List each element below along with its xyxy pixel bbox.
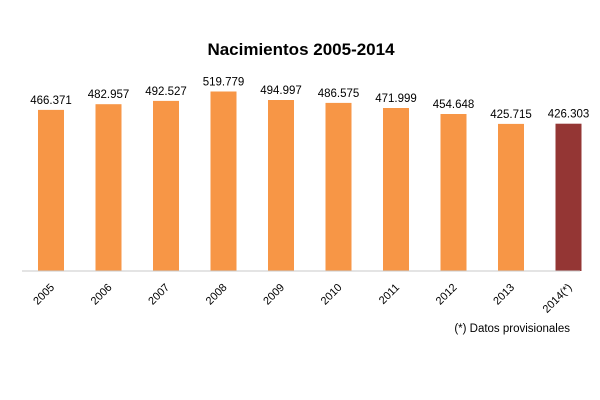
value-label-2007: 492.527: [145, 86, 187, 98]
chart-title: Nacimientos 2005-2014: [207, 40, 395, 59]
x-tick-2011: 2011: [377, 282, 402, 307]
x-tick-2010: 2010: [319, 282, 345, 308]
value-label-2010: 486.575: [318, 88, 360, 100]
x-tick-2007: 2007: [146, 282, 172, 308]
bars-group: [38, 91, 582, 272]
value-label-2009: 494.997: [260, 85, 302, 97]
value-labels-group: 466.371 482.957 492.527 519.779 494.997 486.5…: [30, 77, 589, 121]
value-label-2011: 471.999: [375, 93, 417, 105]
bar-2014(*): [555, 123, 582, 271]
footnote: (*) Datos provisionales: [454, 323, 570, 335]
x-tick-2013: 2013: [491, 282, 517, 308]
value-label-2008: 519.779: [203, 77, 245, 89]
x-tick-2008: 2008: [204, 282, 230, 308]
bar-2011: [383, 108, 409, 271]
value-label-2013: 425.715: [490, 109, 532, 121]
bar-2006: [95, 104, 122, 271]
x-tick-2006: 2006: [89, 282, 115, 308]
bar-2012: [440, 114, 467, 271]
x-tick-2005: 2005: [31, 282, 57, 308]
bar-2009: [268, 100, 294, 271]
value-label-2005: 466.371: [30, 95, 72, 107]
x-tick-2014(*): 2014(*): [541, 282, 575, 316]
bar-2005: [38, 109, 64, 272]
x-tick-2009: 2009: [261, 282, 287, 308]
value-label-2006: 482.957: [88, 89, 130, 101]
x-tick-2012: 2012: [434, 282, 460, 308]
x-tick-labels-group: 2005 2006 2007 2008 2009 2010 2011 2012 2013 2014…: [31, 282, 574, 316]
bar-2010: [325, 102, 352, 272]
bar-2007: [153, 100, 179, 272]
value-label-2012: 454.648: [433, 99, 475, 111]
bar-2013: [498, 123, 524, 272]
value-label-2014(*): 426.303: [548, 109, 590, 121]
bar-2008: [210, 91, 237, 271]
